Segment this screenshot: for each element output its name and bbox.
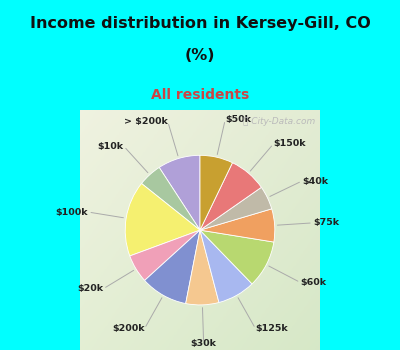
- Text: (%): (%): [185, 48, 215, 63]
- Text: $200k: $200k: [112, 324, 144, 333]
- Wedge shape: [200, 163, 261, 230]
- Wedge shape: [125, 183, 200, 256]
- Text: $40k: $40k: [302, 176, 328, 186]
- Text: ⓘ City-Data.com: ⓘ City-Data.com: [243, 118, 315, 126]
- Text: $30k: $30k: [191, 339, 217, 348]
- Text: $100k: $100k: [56, 208, 88, 217]
- Wedge shape: [200, 230, 252, 302]
- Wedge shape: [130, 230, 200, 280]
- Wedge shape: [200, 230, 274, 284]
- Text: $50k: $50k: [225, 115, 251, 124]
- Wedge shape: [200, 187, 272, 230]
- Wedge shape: [200, 209, 275, 242]
- Text: > $200k: > $200k: [124, 117, 168, 126]
- Text: $150k: $150k: [273, 139, 306, 148]
- Text: Income distribution in Kersey-Gill, CO: Income distribution in Kersey-Gill, CO: [30, 16, 370, 30]
- Wedge shape: [142, 167, 200, 230]
- Wedge shape: [200, 155, 232, 230]
- Wedge shape: [159, 155, 200, 230]
- Text: $75k: $75k: [313, 218, 339, 228]
- Wedge shape: [186, 230, 219, 305]
- Text: All residents: All residents: [151, 88, 249, 102]
- Text: $125k: $125k: [256, 324, 288, 333]
- Text: $20k: $20k: [77, 284, 103, 293]
- Text: $60k: $60k: [300, 278, 326, 287]
- Text: $10k: $10k: [98, 142, 124, 151]
- Wedge shape: [145, 230, 200, 303]
